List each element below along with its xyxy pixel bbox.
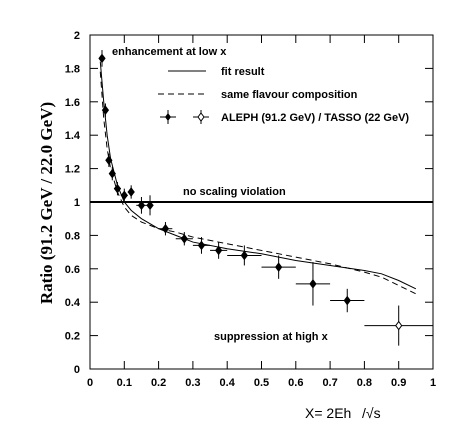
- y-tick-label: 0.4: [65, 297, 81, 309]
- data-marker: [127, 187, 135, 197]
- data-point: [227, 245, 262, 266]
- y-axis-ticks: 0 0.2 0.4 0.6 0.8 1 1.2 1.4 1.6 1.8 2: [65, 30, 433, 376]
- data-point: [192, 237, 211, 254]
- same-flavour-composition-curve: [99, 71, 417, 295]
- data-point: [101, 103, 110, 117]
- data-marker: [161, 223, 170, 234]
- y-tick-label: 1: [74, 197, 80, 209]
- data-point: [136, 196, 147, 214]
- data-point: [120, 188, 128, 202]
- x-axis-label: X= 2Eh /√s: [305, 405, 381, 421]
- data-point: [364, 305, 433, 346]
- x-tick-label: 0: [87, 377, 93, 389]
- y-tick-label: 1.2: [65, 164, 80, 176]
- legend-data-label: ALEPH (91.2 GeV) / TASSO (22 GeV): [221, 112, 409, 124]
- aleph-tasso-data-points: [98, 50, 433, 346]
- y-axis-label: Ratio (91.2 GeV / 22.0 GeV): [37, 102, 56, 304]
- x-tick-label: 0.7: [322, 377, 337, 389]
- data-point: [98, 50, 106, 67]
- data-point: [108, 166, 116, 181]
- data-point: [210, 242, 228, 259]
- x-tick-label: 0.4: [220, 377, 236, 389]
- data-marker: [120, 190, 128, 201]
- y-tick-label: 1.6: [65, 97, 80, 109]
- y-tick-label: 1.8: [65, 63, 80, 75]
- annotation-enhancement: enhancement at low x: [112, 46, 227, 58]
- data-marker: [309, 278, 317, 289]
- y-tick-label: 0: [74, 364, 80, 376]
- data-point: [158, 222, 173, 236]
- legend-data-swatch: [160, 110, 209, 124]
- x-axis-label-main: X= 2Eh: [305, 405, 351, 421]
- data-marker: [395, 320, 403, 331]
- data-marker: [105, 155, 113, 166]
- legend-composition-label: same flavour composition: [221, 89, 358, 101]
- annotation-suppression: suppression at high x: [214, 331, 329, 343]
- data-marker: [240, 250, 248, 261]
- data-marker: [146, 200, 154, 211]
- data-point: [330, 288, 365, 313]
- x-tick-label: 0.6: [288, 377, 303, 389]
- y-tick-label: 0.6: [65, 264, 80, 276]
- data-point: [175, 232, 193, 246]
- x-tick-label: 0.3: [185, 377, 200, 389]
- data-marker: [180, 233, 188, 244]
- legend-fit-label: fit result: [221, 66, 265, 78]
- data-marker: [137, 200, 146, 211]
- data-point: [295, 262, 331, 306]
- data-marker: [275, 262, 283, 272]
- legend: fit result same flavour composition ALEP…: [158, 66, 409, 124]
- x-tick-label: 0.2: [151, 377, 166, 389]
- y-tick-label: 2: [74, 30, 80, 42]
- data-marker: [101, 105, 110, 115]
- y-tick-label: 0.2: [65, 331, 80, 343]
- data-marker: [343, 295, 351, 306]
- data-point: [113, 181, 122, 196]
- data-point: [261, 255, 296, 279]
- data-marker: [108, 168, 116, 179]
- x-tick-label: 0.5: [254, 377, 269, 389]
- data-point: [105, 153, 113, 167]
- data-point: [127, 185, 135, 199]
- data-point: [146, 195, 154, 216]
- x-tick-label: 0.8: [357, 377, 372, 389]
- x-axis-label-sqrt: /√s: [362, 405, 381, 421]
- y-tick-label: 0.8: [65, 230, 80, 242]
- data-marker: [215, 245, 223, 256]
- y-tick-label: 1.4: [65, 130, 81, 142]
- x-tick-label: 1: [430, 377, 436, 389]
- data-marker: [197, 240, 206, 251]
- x-tick-label: 0.1: [117, 377, 132, 389]
- x-axis-ticks: 0 0.1 0.2 0.3 0.4 0.5 0.6 0.7 0.8 0.9 1: [87, 35, 436, 389]
- annotation-no-scaling: no scaling violation: [183, 186, 286, 198]
- x-tick-label: 0.9: [391, 377, 406, 389]
- data-marker: [98, 53, 106, 64]
- data-marker: [113, 183, 122, 194]
